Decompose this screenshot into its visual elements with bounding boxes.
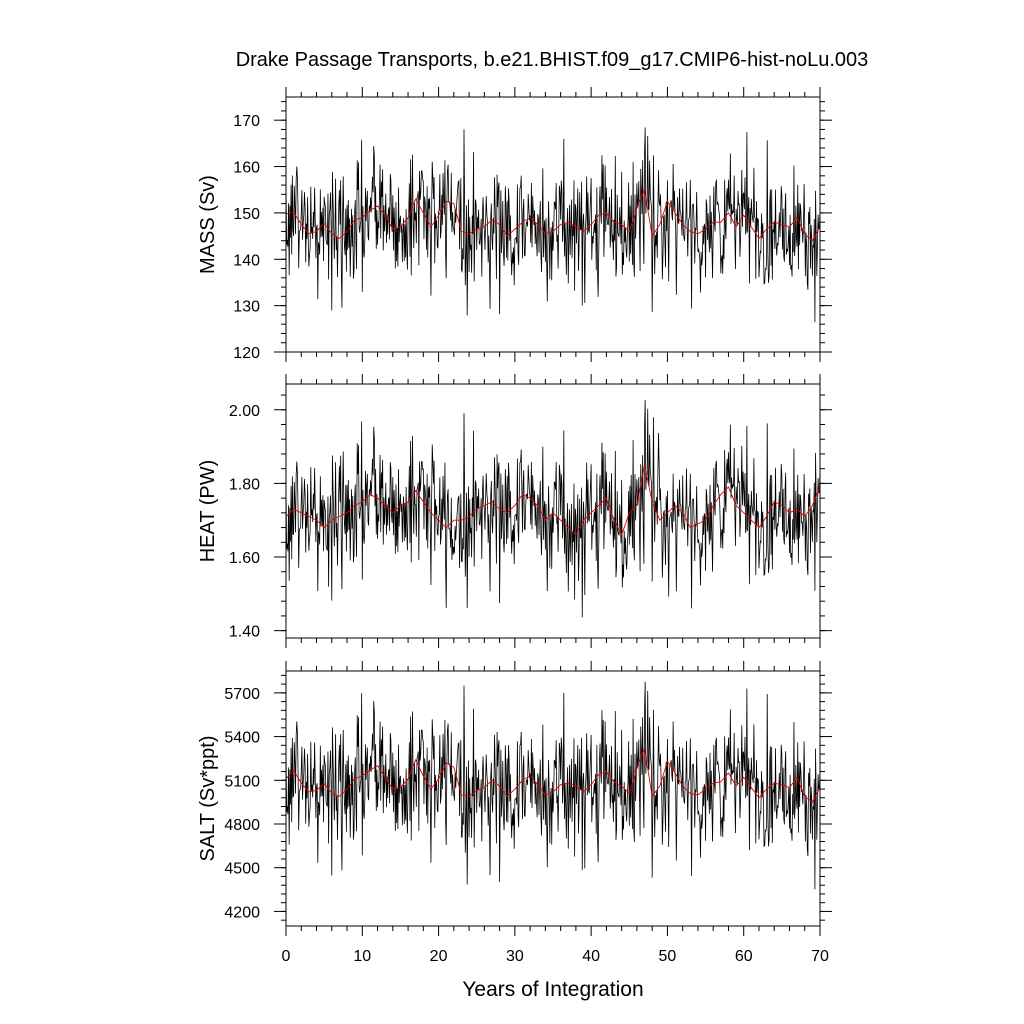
series-annual-mass [285,188,821,242]
y-axis-label-mass: MASS (Sv) [197,175,219,274]
x-tick-label: 40 [582,948,600,965]
y-tick-label: 4800 [224,817,260,834]
x-tick-label: 50 [659,948,677,965]
y-tick-label: 120 [233,345,260,362]
y-tick-label: 1.40 [229,624,260,641]
series-monthly-heat [285,399,821,618]
x-tick-label: 60 [735,948,753,965]
y-axis-label-heat: HEAT (PW) [197,460,219,563]
series-annual-heat [285,464,821,537]
x-tick-label: 20 [430,948,448,965]
y-tick-label: 4200 [224,904,260,921]
y-tick-label: 160 [233,160,260,177]
series-monthly-mass [285,127,821,323]
series-annual-salt [285,746,821,803]
chart-title: Drake Passage Transports, b.e21.BHIST.f0… [236,49,869,71]
y-tick-label: 4500 [224,861,260,878]
series-monthly-salt [285,681,821,890]
panels: 120 130 140 150 160 170 MASS (Sv) 1.40 1.60 1.80 2… [197,87,832,965]
x-tick-label: 70 [811,948,829,965]
y-tick-label: 1.60 [229,550,260,567]
plot-frame-salt [285,670,821,927]
y-tick-label: 5100 [224,773,260,790]
plot-frame-mass [285,96,821,353]
panel-mass: 120 130 140 150 160 170 MASS (Sv) [197,87,832,362]
x-tick-label: 0 [282,948,291,965]
y-tick-label: 5700 [224,686,260,703]
y-tick-label: 150 [233,206,260,223]
y-axis-label-salt: SALT (Sv*ppt) [197,736,219,862]
plot-frame-heat [285,383,821,639]
x-tick-label: 10 [353,948,371,965]
y-tick-label: 2.00 [229,403,260,420]
y-tick-label: 170 [233,113,260,130]
y-tick-label: 5400 [224,730,260,747]
x-axis-label: Years of Integration [462,978,643,1001]
y-tick-label: 1.80 [229,476,260,493]
panel-heat: 1.40 1.60 1.80 2.00 HEAT (PW) [197,374,832,648]
panel-salt: 4200 4500 4800 5100 5400 5700 SALT (Sv*ppt) [197,661,832,936]
y-tick-label: 140 [233,252,260,269]
x-tick-label: 30 [506,948,524,965]
y-tick-label: 130 [233,299,260,316]
